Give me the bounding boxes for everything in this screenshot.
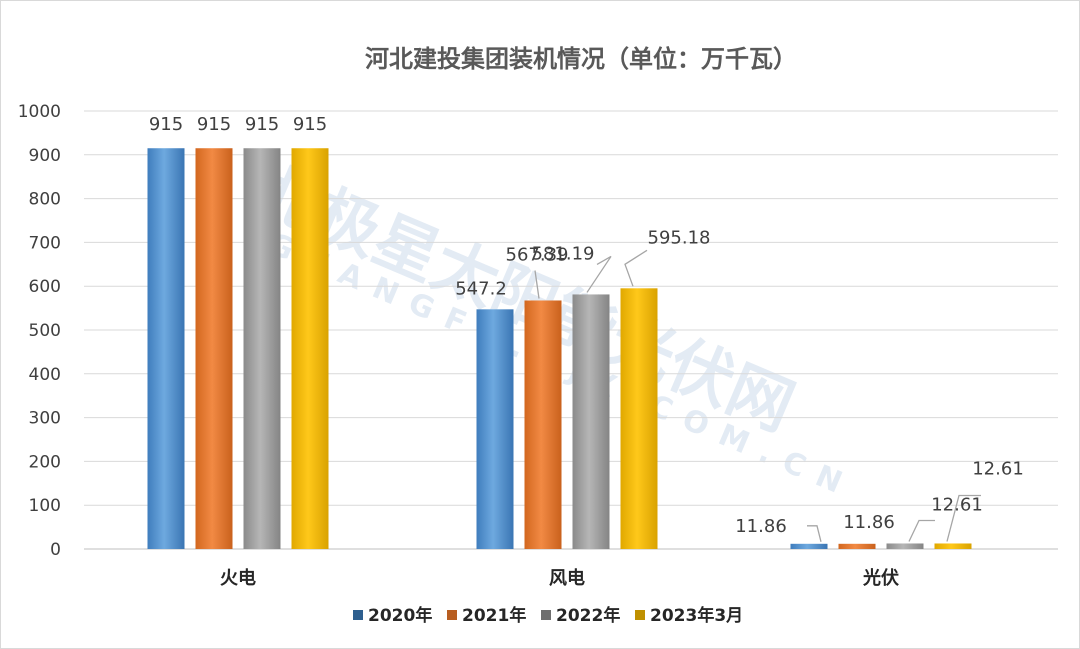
leader-line — [946, 494, 981, 542]
data-label: 11.86 — [735, 516, 787, 537]
bars — [147, 148, 972, 550]
leader-line — [534, 270, 540, 299]
data-label: 581.19 — [532, 243, 595, 264]
bar — [886, 543, 924, 549]
data-label: 915 — [293, 114, 327, 135]
data-label: 12.61 — [931, 494, 983, 515]
x-axis: 火电 风电 光伏 — [220, 567, 899, 589]
bar — [147, 148, 185, 550]
y-tick-label: 600 — [29, 277, 61, 297]
legend: 2020年 2021年 2022年 2023年3月 — [353, 605, 743, 626]
data-label: 915 — [197, 114, 231, 135]
legend-entry: 2020年 — [368, 605, 432, 626]
data-label: 915 — [149, 114, 183, 135]
bar — [620, 288, 658, 549]
y-tick-label: 200 — [29, 452, 61, 472]
data-label: 595.18 — [648, 227, 711, 248]
y-tick-label: 300 — [29, 409, 61, 429]
leader-line — [807, 525, 822, 542]
legend-entry: 2023年3月 — [650, 605, 743, 626]
data-label: 547.2 — [455, 278, 507, 299]
legend-entry: 2021年 — [462, 605, 526, 626]
bar — [524, 300, 562, 549]
watermark-text: 北极星太阳能光伏网 — [245, 153, 804, 446]
bar — [838, 543, 876, 549]
x-category-label: 光伏 — [862, 567, 899, 589]
y-tick-label: 900 — [29, 146, 61, 166]
bar — [476, 309, 514, 549]
bar — [572, 294, 610, 549]
chart-title: 河北建投集团装机情况（单位：万千瓦） — [365, 45, 797, 73]
y-tick-label: 100 — [29, 496, 61, 516]
bar — [243, 148, 281, 550]
leader-lines — [534, 249, 981, 542]
legend-swatch — [353, 610, 363, 620]
data-label: 12.61 — [972, 458, 1024, 479]
data-label: 567.39 — [506, 244, 569, 265]
y-tick-label: 800 — [29, 190, 61, 210]
data-label: 11.86 — [843, 512, 895, 533]
bar — [934, 543, 972, 549]
y-tick-label: 0 — [50, 540, 61, 560]
legend-entry: 2022年 — [556, 605, 620, 626]
bar — [790, 543, 828, 549]
y-tick-label: 400 — [29, 365, 61, 385]
y-tick-label: 700 — [29, 233, 61, 253]
x-category-label: 火电 — [220, 567, 256, 589]
legend-swatch — [541, 610, 551, 620]
leader-line — [624, 249, 648, 287]
leader-line — [908, 519, 935, 542]
x-category-label: 风电 — [549, 567, 585, 589]
legend-swatch — [447, 610, 457, 620]
bar — [291, 148, 329, 550]
y-tick-label: 1000 — [18, 102, 61, 122]
data-label: 915 — [245, 114, 279, 135]
bar — [195, 148, 233, 550]
y-tick-label: 500 — [29, 321, 61, 341]
legend-swatch — [635, 610, 645, 620]
y-axis: 0 100 200 300 400 500 600 700 800 900 1000 — [18, 102, 61, 560]
leader-line — [586, 255, 612, 293]
